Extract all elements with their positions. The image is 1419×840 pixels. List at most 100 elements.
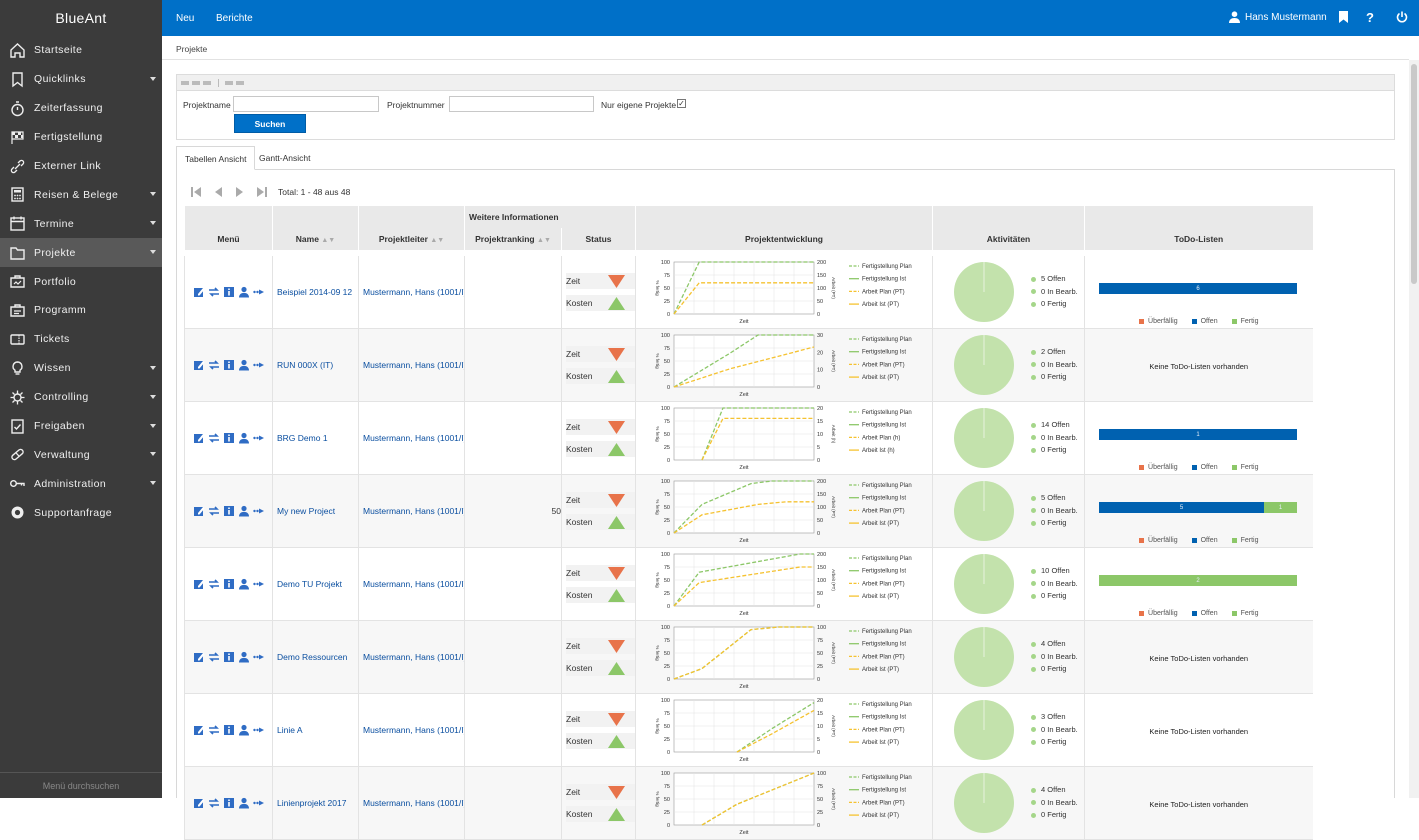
page-scrollbar[interactable] [1409, 60, 1419, 798]
save-icon[interactable] [225, 80, 233, 85]
breadcrumb[interactable]: Projekte [162, 36, 1409, 60]
sort-icon[interactable]: ▲▼ [430, 237, 445, 244]
project-name-link[interactable]: BRG Demo 1 [277, 433, 328, 443]
dots-arrow-icon[interactable] [252, 578, 265, 590]
projektname-input[interactable] [233, 96, 379, 112]
project-name-link[interactable]: RUN 000X (IT) [277, 360, 334, 370]
chevron-down-icon[interactable] [150, 76, 156, 81]
power-icon[interactable] [1396, 11, 1408, 23]
chevron-down-icon[interactable] [150, 192, 156, 197]
chevron-down-icon[interactable] [150, 394, 156, 399]
column-header-name[interactable]: Name ▲▼ [272, 228, 359, 250]
projektnummer-input[interactable] [449, 96, 594, 112]
person-icon[interactable] [238, 505, 250, 517]
project-leader-link[interactable]: Mustermann, Hans (1001/I) [363, 287, 464, 297]
info-icon[interactable] [223, 286, 235, 298]
project-name-link[interactable]: Beispiel 2014-09 12 [277, 287, 353, 297]
edit-icon[interactable] [193, 359, 205, 371]
sidebar-item-wissen[interactable]: Wissen [0, 354, 162, 383]
save-icon[interactable] [236, 80, 244, 85]
edit-icon[interactable] [193, 724, 205, 736]
sidebar-item-verwaltung[interactable]: Verwaltung [0, 440, 162, 469]
person-icon[interactable] [238, 432, 250, 444]
dots-arrow-icon[interactable] [252, 359, 265, 371]
sort-icon[interactable]: ▲▼ [537, 237, 551, 244]
eigene-projekte-checkbox[interactable]: ✓ [677, 99, 686, 108]
menu-search[interactable]: Menü durchsuchen [0, 772, 162, 798]
person-icon[interactable] [238, 797, 250, 809]
transfer-icon[interactable] [208, 505, 220, 517]
sidebar-item-reisen-belege[interactable]: Reisen & Belege [0, 180, 162, 209]
chevron-down-icon[interactable] [150, 481, 156, 486]
edit-icon[interactable] [193, 286, 205, 298]
tab-gantt-ansicht[interactable]: Gantt-Ansicht [259, 153, 311, 163]
table-row[interactable]: RUN 000X (IT) Mustermann, Hans (1001/I) Ze… [184, 328, 1313, 402]
dots-arrow-icon[interactable] [252, 505, 265, 517]
chevron-down-icon[interactable] [150, 452, 156, 457]
transfer-icon[interactable] [208, 724, 220, 736]
dots-arrow-icon[interactable] [252, 724, 265, 736]
last-page-icon[interactable] [256, 186, 268, 198]
chevron-down-icon[interactable] [150, 423, 156, 428]
info-icon[interactable] [223, 797, 235, 809]
sidebar-item-startseite[interactable]: Startseite [0, 36, 162, 65]
sidebar-item-fertigstellung[interactable]: Fertigstellung [0, 123, 162, 152]
person-icon[interactable] [238, 651, 250, 663]
project-name-link[interactable]: Demo TU Projekt [277, 579, 343, 589]
table-row[interactable]: Beispiel 2014-09 12 Mustermann, Hans (100… [184, 256, 1313, 329]
table-row[interactable]: My new Project Mustermann, Hans (1001/I) 5… [184, 474, 1313, 548]
transfer-icon[interactable] [208, 651, 220, 663]
dots-arrow-icon[interactable] [252, 651, 265, 663]
sidebar-item-programm[interactable]: Programm [0, 296, 162, 325]
scrollbar-thumb[interactable] [1411, 64, 1417, 284]
column-header-projektleiter[interactable]: Projektleiter ▲▼ [358, 228, 465, 250]
sidebar-item-administration[interactable]: Administration [0, 469, 162, 498]
table-row[interactable]: BRG Demo 1 Mustermann, Hans (1001/I) Zeit K… [184, 401, 1313, 475]
tab-tabellen-ansicht[interactable]: Tabellen Ansicht [176, 146, 256, 170]
sidebar-item-termine[interactable]: Termine [0, 209, 162, 238]
table-row[interactable]: Demo TU Projekt Mustermann, Hans (1001/I)… [184, 547, 1313, 621]
person-icon[interactable] [238, 359, 250, 371]
sidebar-item-portfolio[interactable]: Portfolio [0, 267, 162, 296]
transfer-icon[interactable] [208, 432, 220, 444]
chevron-down-icon[interactable] [150, 221, 156, 226]
neu-link[interactable]: Neu [176, 13, 195, 24]
edit-icon[interactable] [193, 797, 205, 809]
toolbar-icon[interactable] [192, 80, 200, 85]
transfer-icon[interactable] [208, 286, 220, 298]
brand-logo[interactable]: BlueAnt [0, 0, 162, 36]
sidebar-item-freigaben[interactable]: Freigaben [0, 412, 162, 441]
transfer-icon[interactable] [208, 797, 220, 809]
project-leader-link[interactable]: Mustermann, Hans (1001/I) [363, 433, 464, 443]
info-icon[interactable] [223, 432, 235, 444]
project-leader-link[interactable]: Mustermann, Hans (1001/I) [363, 652, 464, 662]
sidebar-item-quicklinks[interactable]: Quicklinks [0, 65, 162, 94]
project-leader-link[interactable]: Mustermann, Hans (1001/I) [363, 725, 464, 735]
project-leader-link[interactable]: Mustermann, Hans (1001/I) [363, 579, 464, 589]
sidebar-item-tickets[interactable]: Tickets [0, 325, 162, 354]
info-icon[interactable] [223, 651, 235, 663]
dots-arrow-icon[interactable] [252, 432, 265, 444]
sidebar-item-projekte[interactable]: Projekte [0, 238, 162, 268]
project-leader-link[interactable]: Mustermann, Hans (1001/I) [363, 360, 464, 370]
search-button[interactable]: Suchen [234, 114, 306, 133]
project-name-link[interactable]: Linie A [277, 725, 303, 735]
column-header-projektranking[interactable]: Projektranking ▲▼ [464, 228, 562, 250]
help-icon[interactable]: ? [1366, 10, 1374, 25]
info-icon[interactable] [223, 505, 235, 517]
info-icon[interactable] [223, 578, 235, 590]
transfer-icon[interactable] [208, 578, 220, 590]
project-name-link[interactable]: Linienprojekt 2017 [277, 798, 347, 808]
edit-icon[interactable] [193, 432, 205, 444]
berichte-link[interactable]: Berichte [216, 13, 253, 24]
transfer-icon[interactable] [208, 359, 220, 371]
edit-icon[interactable] [193, 651, 205, 663]
sidebar-item-supportanfrage[interactable]: Supportanfrage [0, 498, 162, 527]
project-leader-link[interactable]: Mustermann, Hans (1001/I) [363, 506, 464, 516]
sort-icon[interactable]: ▲▼ [321, 237, 336, 244]
info-icon[interactable] [223, 359, 235, 371]
sidebar-item-zeiterfassung[interactable]: Zeiterfassung [0, 94, 162, 123]
chevron-down-icon[interactable] [150, 365, 156, 370]
info-icon[interactable] [223, 724, 235, 736]
sidebar-item-controlling[interactable]: Controlling [0, 383, 162, 412]
